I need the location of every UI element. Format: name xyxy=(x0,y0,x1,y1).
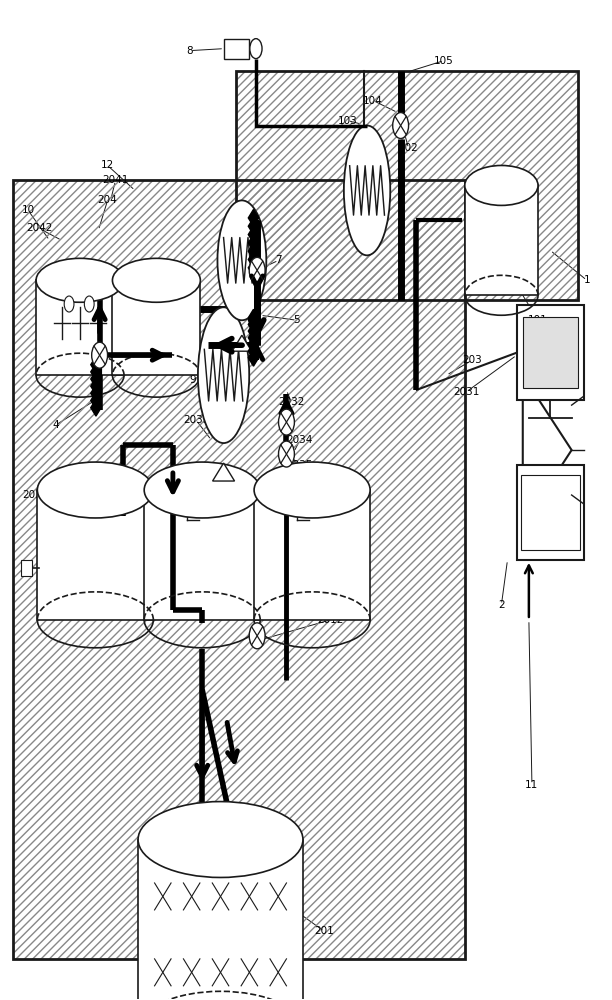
Circle shape xyxy=(278,409,294,435)
Text: 105: 105 xyxy=(434,56,454,66)
Text: 8: 8 xyxy=(187,46,193,56)
Bar xyxy=(517,305,584,400)
Bar xyxy=(91,385,101,402)
Bar xyxy=(113,280,200,375)
Text: 104: 104 xyxy=(364,96,383,106)
Bar xyxy=(248,336,259,353)
Text: 1: 1 xyxy=(584,275,590,285)
Text: 2034: 2034 xyxy=(286,435,313,445)
Bar xyxy=(239,77,574,294)
Ellipse shape xyxy=(113,258,200,302)
Bar xyxy=(91,392,101,409)
Bar xyxy=(465,185,538,295)
Bar xyxy=(36,280,124,375)
Bar xyxy=(37,490,154,620)
Polygon shape xyxy=(523,375,572,525)
Bar xyxy=(91,378,101,395)
Text: 2: 2 xyxy=(498,600,505,610)
Text: 2011: 2011 xyxy=(250,954,277,964)
Circle shape xyxy=(92,342,108,368)
Bar xyxy=(248,309,259,326)
Text: 102: 102 xyxy=(398,143,419,153)
Bar xyxy=(521,475,580,550)
Text: 2041: 2041 xyxy=(102,175,129,185)
Bar xyxy=(248,329,259,346)
Ellipse shape xyxy=(36,258,124,302)
Circle shape xyxy=(250,39,262,59)
Text: 205: 205 xyxy=(162,367,182,377)
Bar xyxy=(248,343,259,360)
Text: 10: 10 xyxy=(21,205,35,215)
Bar xyxy=(91,371,101,387)
Bar xyxy=(248,226,259,243)
Bar xyxy=(248,243,259,260)
Text: 201: 201 xyxy=(315,926,334,936)
Text: 2032: 2032 xyxy=(278,397,305,407)
Text: 11: 11 xyxy=(525,780,539,790)
Ellipse shape xyxy=(465,165,538,205)
Bar xyxy=(17,186,461,953)
Bar xyxy=(138,840,303,1000)
Text: 2022: 2022 xyxy=(154,550,180,560)
Ellipse shape xyxy=(254,462,370,518)
Bar xyxy=(236,71,578,300)
Bar xyxy=(248,218,259,235)
Bar xyxy=(248,251,259,268)
Text: 103: 103 xyxy=(338,116,357,126)
Text: 2031: 2031 xyxy=(453,387,479,397)
Bar xyxy=(523,317,578,388)
Text: 203: 203 xyxy=(462,355,482,365)
Text: 3: 3 xyxy=(187,575,193,585)
Text: 204: 204 xyxy=(98,195,118,205)
Bar xyxy=(91,356,101,373)
Text: 2021: 2021 xyxy=(166,525,193,535)
Text: 2012: 2012 xyxy=(317,615,343,625)
Text: 101: 101 xyxy=(528,315,548,325)
Circle shape xyxy=(249,257,265,283)
Bar xyxy=(248,323,259,340)
Ellipse shape xyxy=(217,200,266,320)
Text: 2023: 2023 xyxy=(22,490,49,500)
Circle shape xyxy=(249,623,265,649)
Bar xyxy=(144,490,260,620)
Ellipse shape xyxy=(37,462,154,518)
Bar xyxy=(223,39,249,59)
Bar xyxy=(248,259,259,276)
Text: 2033: 2033 xyxy=(183,415,209,425)
Bar xyxy=(248,234,259,251)
Ellipse shape xyxy=(144,462,260,518)
Text: 4: 4 xyxy=(53,420,59,430)
Ellipse shape xyxy=(198,307,249,443)
Bar xyxy=(91,363,101,380)
Text: 202: 202 xyxy=(186,500,206,510)
Circle shape xyxy=(64,296,74,312)
Ellipse shape xyxy=(138,802,303,877)
Bar xyxy=(91,399,101,416)
Text: 5: 5 xyxy=(294,315,300,325)
Bar xyxy=(248,316,259,333)
Bar xyxy=(13,180,465,959)
Text: 2013: 2013 xyxy=(317,585,343,595)
Bar xyxy=(236,71,578,300)
Bar xyxy=(254,490,370,620)
Bar xyxy=(517,465,584,560)
Text: 9: 9 xyxy=(190,375,196,385)
Text: 7: 7 xyxy=(275,255,282,265)
Text: 12: 12 xyxy=(101,160,114,170)
Text: 6: 6 xyxy=(86,345,92,355)
Text: 2035: 2035 xyxy=(286,460,313,470)
Text: 2042: 2042 xyxy=(26,223,53,233)
Circle shape xyxy=(278,441,294,467)
Bar xyxy=(248,349,259,366)
Polygon shape xyxy=(232,335,252,351)
Bar xyxy=(21,560,32,576)
Ellipse shape xyxy=(344,126,390,255)
Bar xyxy=(248,209,259,226)
Circle shape xyxy=(84,296,94,312)
Bar xyxy=(13,180,465,959)
Polygon shape xyxy=(212,463,234,481)
Circle shape xyxy=(393,113,409,139)
